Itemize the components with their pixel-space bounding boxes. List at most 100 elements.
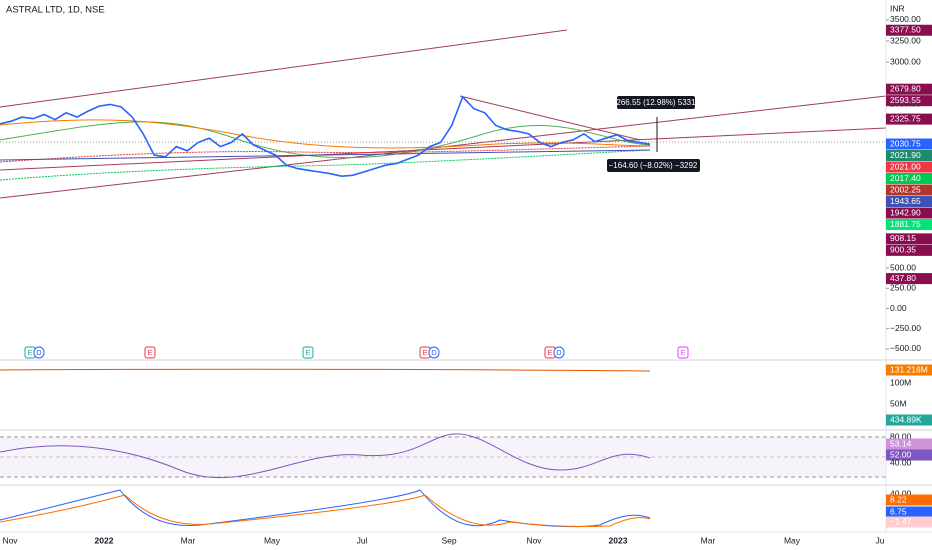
price-label: 6.75	[890, 506, 907, 516]
price-label: 434.89K	[890, 414, 922, 424]
price-box	[886, 273, 932, 285]
price-label: 2593.55	[890, 95, 921, 105]
price-label: 1943.65	[890, 196, 921, 206]
event-marker	[553, 346, 565, 359]
x-tick-label: 2022	[95, 535, 114, 545]
price-label: 1881.75	[890, 219, 921, 229]
ma-green	[0, 121, 651, 159]
price-box	[886, 438, 932, 450]
measure-box	[617, 96, 695, 109]
price-label: 2030.75	[890, 138, 921, 148]
measure-box	[607, 159, 700, 172]
y-tick-label: −500.00	[890, 343, 921, 353]
price-box	[886, 150, 932, 162]
signal-line	[0, 494, 651, 527]
event-marker	[677, 346, 689, 359]
price-box	[886, 449, 932, 461]
x-tick-label: May	[264, 535, 281, 545]
price-label: 40.00	[890, 457, 912, 467]
price-box	[886, 196, 932, 208]
price-box	[886, 138, 932, 150]
ma-indigo	[0, 149, 651, 161]
price-box	[886, 83, 932, 95]
event-letter: E	[27, 348, 32, 357]
price-box	[886, 414, 932, 426]
price-label: 2017.40	[890, 173, 921, 183]
ma-red	[0, 145, 651, 163]
x-tick-label: Mar	[701, 535, 716, 545]
price-label: 53.14	[890, 438, 912, 448]
price-box	[886, 364, 932, 376]
price-label: 100M	[890, 377, 911, 387]
event-marker	[33, 346, 45, 359]
event-letter: D	[556, 348, 562, 357]
event-letter: E	[305, 348, 310, 357]
event-letter: E	[422, 348, 427, 357]
price-label: 908.15	[890, 233, 916, 243]
event-marker	[144, 346, 156, 359]
y-tick-label: 3250.00	[890, 35, 921, 45]
channel-upper	[0, 29, 568, 108]
price-line	[0, 95, 651, 178]
event-marker	[302, 346, 314, 359]
event-letter: D	[431, 348, 437, 357]
price-label: 1942.90	[890, 207, 921, 217]
price-box	[886, 184, 932, 196]
price-label: 2021.00	[890, 161, 921, 171]
price-box	[886, 233, 932, 245]
price-label: 2002.25	[890, 184, 921, 194]
price-box	[886, 207, 932, 219]
measure-up: 266.55 (12.98%) 5331	[616, 98, 696, 107]
y-tick-label: 3000.00	[890, 56, 921, 66]
price-box	[886, 173, 932, 185]
x-tick-label: Nov	[526, 535, 542, 545]
channel-lower	[0, 127, 887, 171]
y-tick-label: 3500.00	[890, 14, 921, 24]
price-label: −1.47	[890, 516, 912, 526]
price-box	[886, 219, 932, 231]
y-tick-label: 0.00	[890, 303, 907, 313]
ma-orange	[0, 119, 651, 149]
x-tick-label: Jul	[357, 535, 368, 545]
x-tick-label: Ju	[876, 535, 885, 545]
price-label: 52.00	[890, 449, 912, 459]
price-label: 3377.50	[890, 24, 921, 34]
price-label: 2325.75	[890, 113, 921, 123]
measure-down: −164.60 (−8.02%) −3292	[609, 161, 698, 170]
y-tick-label: 250.00	[890, 283, 916, 293]
price-box	[886, 494, 932, 506]
y-tick-label: 500.00	[890, 262, 916, 272]
x-tick-label: May	[784, 535, 801, 545]
currency: INR	[890, 3, 905, 13]
price-box	[886, 161, 932, 173]
price-label: 131.216M	[890, 364, 928, 374]
price-box	[886, 24, 932, 36]
price-label: 80.00	[890, 431, 912, 441]
event-letter: E	[147, 348, 152, 357]
event-letter: E	[680, 348, 685, 357]
rsi-line	[0, 433, 651, 479]
price-label: 2679.80	[890, 83, 921, 93]
price-box	[886, 506, 932, 518]
event-marker	[428, 346, 440, 359]
y-tick-label: −250.00	[890, 323, 921, 333]
price-box	[886, 113, 932, 125]
volume-ma	[0, 368, 651, 372]
x-tick-label: 2023	[609, 535, 628, 545]
price-box	[886, 516, 932, 528]
price-label: 40.00	[890, 488, 912, 498]
price-box	[886, 244, 932, 256]
price-label: 50M	[890, 398, 907, 408]
price-box	[886, 95, 932, 107]
x-tick-label: Sep	[441, 535, 456, 545]
trend-line	[459, 95, 641, 141]
chart-title: ASTRAL LTD, 1D, NSE	[6, 5, 105, 16]
x-tick-label: Mar	[181, 535, 196, 545]
ma-lime	[0, 149, 651, 181]
drawings	[0, 0, 932, 533]
price-label: 8.22	[890, 494, 907, 504]
event-letter: E	[547, 348, 552, 357]
rsi-band	[0, 437, 886, 477]
